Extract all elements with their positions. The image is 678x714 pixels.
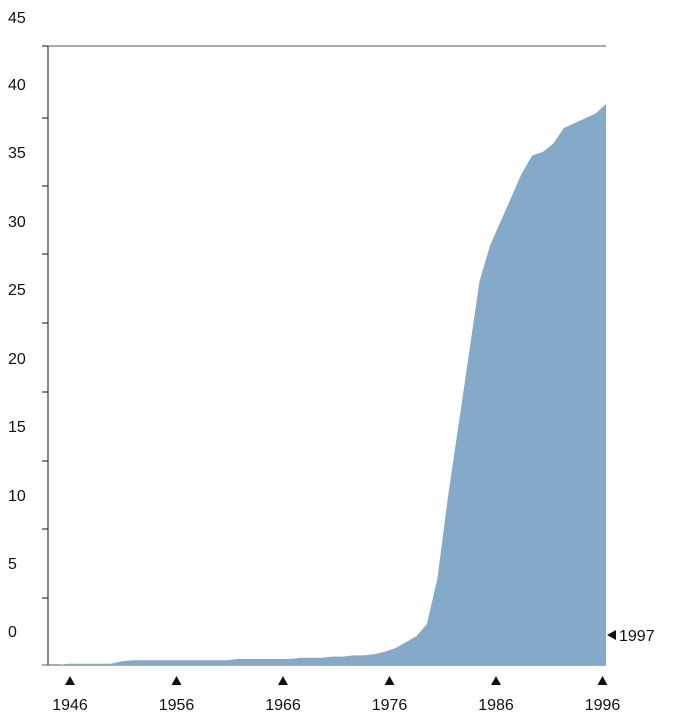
x-tick-marker [65,676,75,685]
y-tick-label: 45 [8,10,26,27]
end-marker-arrow [607,630,616,640]
x-tick-label: 1966 [265,697,301,714]
y-tick-label: 5 [8,556,17,573]
y-tick-label: 15 [8,419,26,436]
area-series [58,104,606,665]
end-marker: 1997 [607,628,655,645]
x-tick-marker [171,676,182,685]
x-tick-label: 1956 [159,697,195,714]
x-tick-label: 1996 [585,697,621,714]
y-tick-label: 25 [8,282,26,299]
y-tick-label: 35 [8,145,26,162]
x-tick-label: 1946 [52,697,88,714]
x-tick-label: 1986 [478,697,514,714]
y-tick-label: 10 [8,488,26,505]
y-tick-label: 40 [8,77,26,94]
x-tick-marker [278,676,288,685]
y-tick-label: 20 [8,351,26,368]
end-marker-label: 1997 [619,628,655,645]
x-axis: 1946 1956 1966 1976 1986 1996 [52,676,620,714]
plot-area [58,104,606,665]
x-tick-marker [597,676,608,685]
x-tick-marker [491,676,501,685]
x-tick-marker [384,676,395,685]
y-tick-label: 0 [8,624,17,641]
y-tick-label: 30 [8,214,26,231]
x-tick-label: 1976 [372,697,408,714]
